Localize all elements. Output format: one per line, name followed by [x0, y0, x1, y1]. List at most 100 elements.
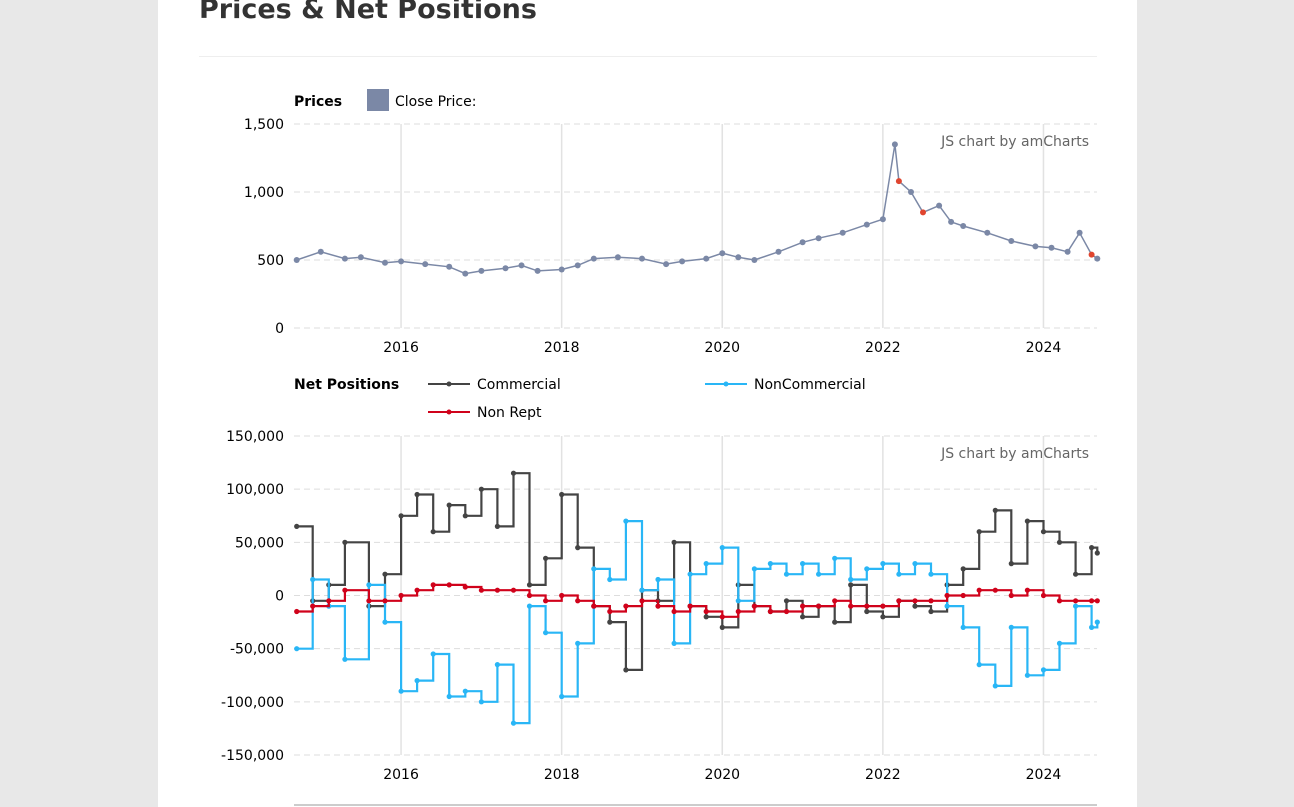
noncommercial-point[interactable]: [366, 582, 372, 588]
non-rept-point[interactable]: [639, 598, 645, 604]
commercial-point[interactable]: [382, 571, 388, 577]
noncommercial-point[interactable]: [800, 561, 806, 567]
noncommercial-point[interactable]: [398, 688, 404, 694]
commercial-legend-label[interactable]: Commercial: [477, 377, 561, 393]
close-price-point[interactable]: [558, 266, 565, 273]
non-rept-point[interactable]: [703, 608, 709, 615]
non-rept-point[interactable]: [478, 587, 484, 593]
close-price-point[interactable]: [502, 265, 509, 272]
noncommercial-point[interactable]: [462, 688, 468, 694]
close-price-point[interactable]: [462, 270, 469, 277]
non-rept-point[interactable]: [783, 608, 790, 615]
non-rept-point[interactable]: [735, 608, 741, 615]
commercial-point[interactable]: [671, 539, 677, 545]
close-price-point[interactable]: [751, 257, 758, 263]
positions-amcharts-credit[interactable]: JS chart by amCharts: [940, 446, 1089, 462]
commercial-point[interactable]: [719, 624, 725, 631]
noncommercial-point[interactable]: [294, 646, 300, 652]
commercial-point[interactable]: [928, 608, 934, 615]
non-rept-point[interactable]: [928, 598, 934, 604]
commercial-point[interactable]: [1008, 561, 1014, 567]
close-price-point[interactable]: [317, 248, 324, 255]
non-rept-point[interactable]: [1089, 598, 1095, 604]
close-price-legend-swatch[interactable]: [367, 89, 389, 111]
non-rept-point[interactable]: [880, 603, 886, 609]
non-rept-point[interactable]: [1073, 598, 1079, 604]
non-rept-legend-label[interactable]: Non Rept: [477, 405, 542, 421]
noncommercial-point[interactable]: [735, 598, 741, 604]
noncommercial-point[interactable]: [864, 566, 870, 572]
close-price-point[interactable]: [639, 255, 645, 262]
noncommercial-point[interactable]: [928, 571, 934, 577]
chart-scrollbar[interactable]: [294, 804, 1097, 806]
noncommercial-point[interactable]: [848, 576, 854, 583]
commercial-point[interactable]: [294, 523, 300, 530]
close-price-point[interactable]: [936, 202, 943, 209]
non-rept-point[interactable]: [655, 603, 661, 609]
noncommercial-point[interactable]: [896, 571, 902, 577]
close-price-point[interactable]: [799, 239, 806, 246]
noncommercial-point[interactable]: [430, 651, 436, 657]
commercial-point[interactable]: [430, 529, 436, 535]
non-rept-point[interactable]: [896, 598, 902, 604]
commercial-point[interactable]: [1073, 571, 1079, 577]
close-price-point[interactable]: [719, 250, 726, 257]
noncommercial-point[interactable]: [767, 561, 774, 567]
non-rept-point[interactable]: [800, 603, 806, 609]
noncommercial-point[interactable]: [1056, 640, 1063, 647]
close-price-point[interactable]: [920, 209, 926, 216]
commercial-point[interactable]: [1094, 550, 1100, 556]
commercial-point[interactable]: [880, 614, 886, 620]
close-price-point[interactable]: [614, 254, 621, 261]
noncommercial-point[interactable]: [382, 619, 388, 625]
noncommercial-point[interactable]: [591, 566, 597, 572]
close-price-point[interactable]: [1008, 238, 1015, 244]
non-rept-point[interactable]: [816, 603, 822, 609]
close-price-point[interactable]: [574, 262, 581, 269]
non-rept-point[interactable]: [294, 608, 300, 615]
non-rept-point[interactable]: [575, 598, 581, 604]
non-rept-point[interactable]: [342, 587, 348, 593]
commercial-point[interactable]: [976, 529, 982, 535]
close-price-point[interactable]: [590, 255, 597, 262]
noncommercial-point[interactable]: [543, 630, 549, 636]
noncommercial-point[interactable]: [655, 576, 661, 583]
non-rept-point[interactable]: [719, 614, 725, 620]
non-rept-point[interactable]: [1056, 598, 1063, 604]
noncommercial-point[interactable]: [446, 693, 452, 700]
non-rept-point[interactable]: [366, 598, 372, 604]
non-rept-point[interactable]: [671, 608, 677, 615]
close-price-point[interactable]: [1032, 243, 1039, 250]
noncommercial-point[interactable]: [559, 693, 565, 700]
commercial-point[interactable]: [414, 491, 420, 498]
prices-amcharts-credit[interactable]: JS chart by amCharts: [940, 134, 1089, 150]
noncommercial-point[interactable]: [414, 678, 420, 684]
non-rept-point[interactable]: [382, 598, 388, 604]
commercial-point[interactable]: [912, 603, 918, 609]
non-rept-point[interactable]: [864, 603, 870, 609]
commercial-point[interactable]: [543, 555, 549, 561]
noncommercial-point[interactable]: [639, 587, 645, 593]
noncommercial-point[interactable]: [832, 555, 838, 561]
commercial-point[interactable]: [1040, 529, 1047, 535]
commercial-point[interactable]: [623, 667, 629, 673]
noncommercial-point[interactable]: [494, 662, 500, 668]
noncommercial-point[interactable]: [880, 561, 886, 567]
commercial-point[interactable]: [1056, 539, 1063, 545]
noncommercial-point[interactable]: [976, 662, 982, 668]
commercial-point[interactable]: [832, 619, 838, 625]
non-rept-point[interactable]: [446, 582, 452, 588]
noncommercial-point[interactable]: [1024, 672, 1030, 678]
commercial-point[interactable]: [848, 582, 854, 588]
commercial-point[interactable]: [703, 614, 709, 620]
noncommercial-point[interactable]: [912, 561, 918, 567]
non-rept-point[interactable]: [687, 603, 693, 609]
non-rept-point[interactable]: [430, 582, 436, 588]
noncommercial-point[interactable]: [1040, 667, 1047, 673]
non-rept-point[interactable]: [462, 584, 468, 590]
non-rept-point[interactable]: [398, 592, 404, 599]
commercial-point[interactable]: [462, 513, 468, 519]
noncommercial-point[interactable]: [992, 683, 998, 689]
commercial-point[interactable]: [1024, 518, 1030, 524]
commercial-point[interactable]: [783, 598, 790, 604]
